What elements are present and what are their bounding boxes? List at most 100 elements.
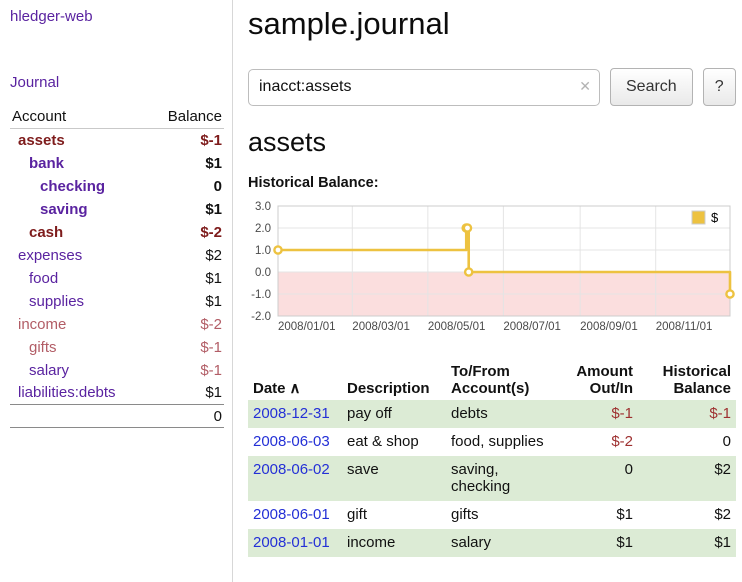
legend-swatch-icon xyxy=(691,210,706,225)
sidebar-account-row: gifts $-1 xyxy=(10,336,224,359)
sidebar-account-balance: $1 xyxy=(205,200,222,218)
sidebar-account-balance: $-2 xyxy=(200,223,222,241)
sidebar-account-link[interactable]: gifts xyxy=(29,338,57,356)
svg-text:2008/09/01: 2008/09/01 xyxy=(580,321,638,333)
transaction-accounts: saving, checking xyxy=(446,456,551,501)
accounts-header-balance: Balance xyxy=(148,106,224,129)
transaction-amount: 0 xyxy=(551,456,638,501)
svg-text:1.0: 1.0 xyxy=(255,245,271,257)
register-header-date[interactable]: Date ∧ xyxy=(253,380,301,397)
sidebar-item-journal[interactable]: Journal xyxy=(10,74,60,91)
transaction-date-link[interactable]: 2008-06-03 xyxy=(253,433,330,450)
register-row: 2008-06-01 gift gifts $1 $2 xyxy=(248,501,736,529)
sidebar-account-link[interactable]: saving xyxy=(40,200,88,218)
clear-search-icon[interactable]: ✕ xyxy=(579,77,591,94)
sidebar-account-row: income $-2 xyxy=(10,313,224,336)
app-title-link[interactable]: hledger-web xyxy=(10,8,93,25)
svg-text:2008/05/01: 2008/05/01 xyxy=(428,321,486,333)
sidebar-account-link[interactable]: cash xyxy=(29,223,64,241)
accounts-total-balance: 0 xyxy=(148,404,224,428)
svg-text:2008/11/01: 2008/11/01 xyxy=(656,321,713,333)
sidebar-account-link[interactable]: supplies xyxy=(29,292,85,310)
svg-text:3.0: 3.0 xyxy=(255,201,271,213)
svg-text:2008/07/01: 2008/07/01 xyxy=(503,321,561,333)
register-row: 2008-12-31 pay off debts $-1 $-1 xyxy=(248,400,736,428)
sidebar-account-balance: $-1 xyxy=(200,131,222,149)
register-row: 2008-06-02 save saving, checking 0 $2 xyxy=(248,456,736,501)
transaction-description: save xyxy=(342,456,446,501)
svg-text:2.0: 2.0 xyxy=(255,223,271,235)
transaction-accounts: food, supplies xyxy=(451,433,544,450)
sidebar: hledger-web Journal Account Balance asse… xyxy=(0,0,233,582)
transaction-historical-balance: $2 xyxy=(638,456,736,501)
register-row: 2008-01-01 income salary $1 $1 xyxy=(248,529,736,557)
accounts-table: Account Balance assets $-1 bank $1 checking 0… xyxy=(10,106,224,428)
search-button[interactable]: Search xyxy=(610,68,693,106)
sidebar-account-row: salary $-1 xyxy=(10,359,224,382)
sidebar-account-row: expenses $2 xyxy=(10,244,224,267)
svg-text:2008/01/01: 2008/01/01 xyxy=(278,321,336,333)
sidebar-account-row: assets $-1 xyxy=(10,129,224,152)
sidebar-account-balance: $1 xyxy=(205,154,222,172)
transaction-amount: $-1 xyxy=(551,400,638,428)
sidebar-account-link[interactable]: assets xyxy=(18,131,65,149)
sidebar-account-balance: $-1 xyxy=(200,361,222,379)
register-header-row: Date ∧ Description To/From Account(s) Amou… xyxy=(248,360,736,400)
sort-ascending-icon: ∧ xyxy=(289,380,301,397)
page-title: sample.journal xyxy=(248,6,450,41)
transaction-accounts: debts xyxy=(446,400,551,428)
sidebar-account-balance: $1 xyxy=(205,269,222,287)
search-box: ✕ xyxy=(248,68,600,106)
register-header-description: Description xyxy=(347,380,430,397)
svg-text:-2.0: -2.0 xyxy=(251,311,271,323)
sidebar-account-link[interactable]: income xyxy=(18,315,67,333)
transaction-historical-balance: $2 xyxy=(714,506,731,523)
accounts-header-account: Account xyxy=(10,106,149,129)
transaction-amount: $1 xyxy=(551,529,638,557)
transaction-amount: $-2 xyxy=(611,433,633,450)
register-row: 2008-06-03 eat & shop food, supplies $-2 0 xyxy=(248,428,736,456)
search-input[interactable] xyxy=(248,68,600,106)
help-button[interactable]: ? xyxy=(702,68,736,106)
sidebar-account-link[interactable]: bank xyxy=(29,154,65,172)
sidebar-account-row: liabilities:debts $1 xyxy=(10,382,224,405)
accounts-total-row: 0 xyxy=(10,404,224,428)
sidebar-account-link[interactable]: food xyxy=(29,269,59,287)
transaction-description: eat & shop xyxy=(347,433,419,450)
transaction-date-link[interactable]: 2008-06-02 xyxy=(253,461,330,478)
transaction-date-link[interactable]: 2008-01-01 xyxy=(253,534,330,551)
transaction-date-link[interactable]: 2008-06-01 xyxy=(253,506,330,523)
sidebar-account-link[interactable]: expenses xyxy=(18,246,83,264)
transaction-historical-balance: $1 xyxy=(638,529,736,557)
sidebar-account-row: saving $1 xyxy=(10,198,224,221)
sidebar-account-balance: $-2 xyxy=(200,315,222,333)
sidebar-account-balance: $1 xyxy=(205,384,222,402)
historical-balance-chart: 3.0 2.0 1.0 0.0 -1.0 -2.0 2008/01/01 2008/03/01… xyxy=(251,201,735,333)
transaction-historical-balance: 0 xyxy=(722,433,731,450)
register-header-balance: Historical Balance xyxy=(662,363,731,397)
sidebar-account-row: supplies $1 xyxy=(10,290,224,313)
sidebar-account-link[interactable]: liabilities:debts xyxy=(18,384,116,402)
sidebar-account-balance: 0 xyxy=(213,177,222,195)
sidebar-account-balance: $1 xyxy=(205,292,222,310)
sidebar-account-row: checking 0 xyxy=(10,175,224,198)
register-header-amount: Amount Out/In xyxy=(576,363,633,397)
sidebar-account-link[interactable]: checking xyxy=(40,177,106,195)
transaction-accounts: salary xyxy=(446,529,551,557)
register-table: Date ∧ Description To/From Account(s) Amou… xyxy=(248,360,736,557)
svg-text:2008/03/01: 2008/03/01 xyxy=(352,321,410,333)
transaction-amount: $1 xyxy=(616,506,633,523)
chart-heading: Historical Balance: xyxy=(248,175,379,191)
sidebar-account-row: food $1 xyxy=(10,267,224,290)
accounts-header-row: Account Balance xyxy=(10,106,224,129)
sidebar-account-balance: $2 xyxy=(205,246,222,264)
transaction-description: income xyxy=(342,529,446,557)
search-row: ✕ Search ? xyxy=(248,68,736,106)
transaction-description: gift xyxy=(347,506,368,523)
sidebar-account-link[interactable]: salary xyxy=(29,361,70,379)
transaction-date-link[interactable]: 2008-12-31 xyxy=(253,405,330,422)
legend-label: $ xyxy=(711,210,719,225)
sidebar-account-row: cash $-2 xyxy=(10,221,224,244)
transaction-description: pay off xyxy=(342,400,446,428)
register-header-tofrom: To/From Account(s) xyxy=(451,363,530,397)
